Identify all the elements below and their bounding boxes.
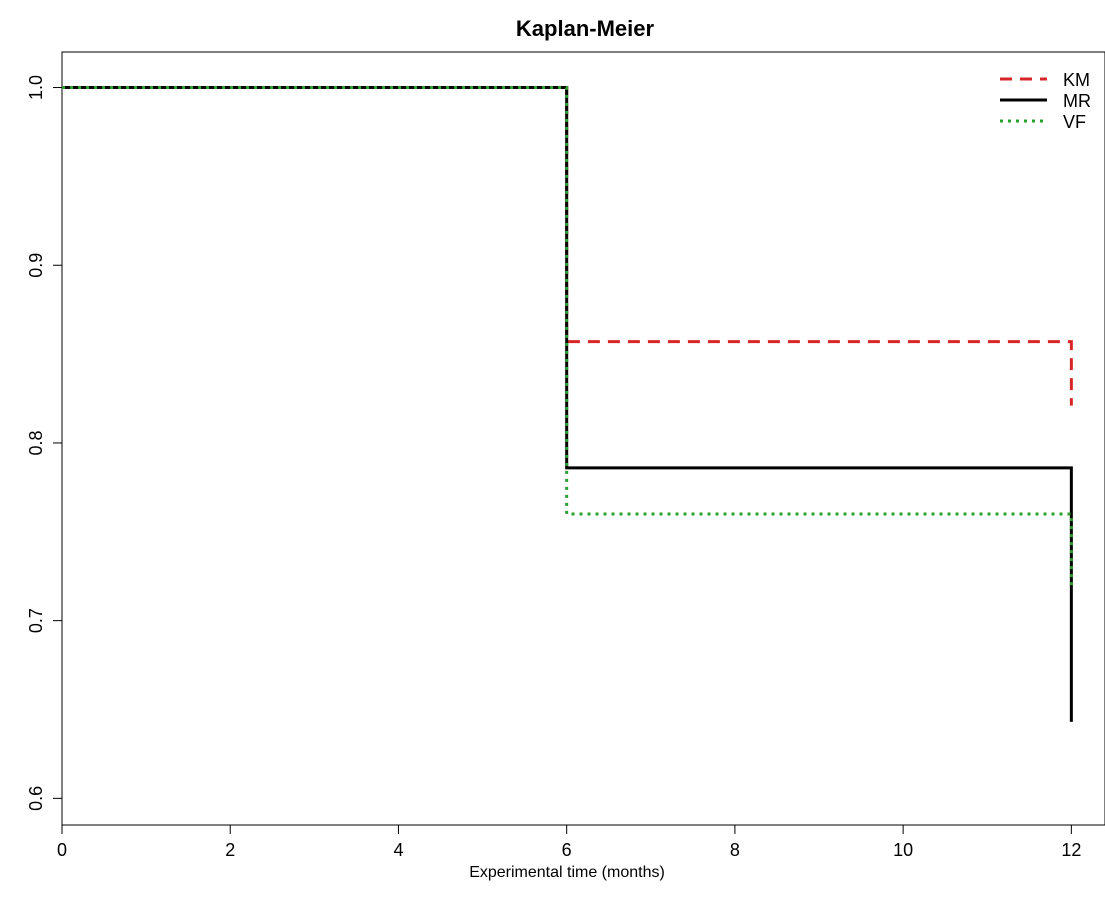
y-tick-label: 1.0 (26, 75, 46, 100)
y-tick-label: 0.9 (26, 253, 46, 278)
x-tick-label: 4 (393, 840, 403, 860)
series-vf-line (62, 86, 1073, 589)
x-axis-label: Experimental time (months) (469, 864, 665, 881)
legend-label-km: KM (1063, 70, 1090, 90)
legend-label-mr: MR (1063, 91, 1091, 111)
x-tick-label: 2 (225, 840, 235, 860)
chart-title: Kaplan-Meier (516, 16, 655, 41)
legend-label-vf: VF (1063, 112, 1086, 132)
x-tick-label: 12 (1061, 840, 1081, 860)
y-tick-label: 0.6 (26, 786, 46, 811)
plot-frame (61, 51, 1105, 826)
series-km-line (62, 86, 1073, 406)
y-axis: 0.6 0.7 0.8 0.9 1.0 (26, 75, 62, 811)
series-layer (62, 86, 1073, 722)
x-tick-label: 6 (562, 840, 572, 860)
series-mr-line (62, 86, 1073, 722)
x-tick-label: 10 (893, 840, 913, 860)
x-tick-label: 0 (57, 840, 67, 860)
y-tick-label: 0.8 (26, 430, 46, 455)
x-axis: 0 2 4 6 8 10 12 (57, 825, 1081, 860)
x-tick-label: 8 (730, 840, 740, 860)
y-tick-label: 0.7 (26, 608, 46, 633)
